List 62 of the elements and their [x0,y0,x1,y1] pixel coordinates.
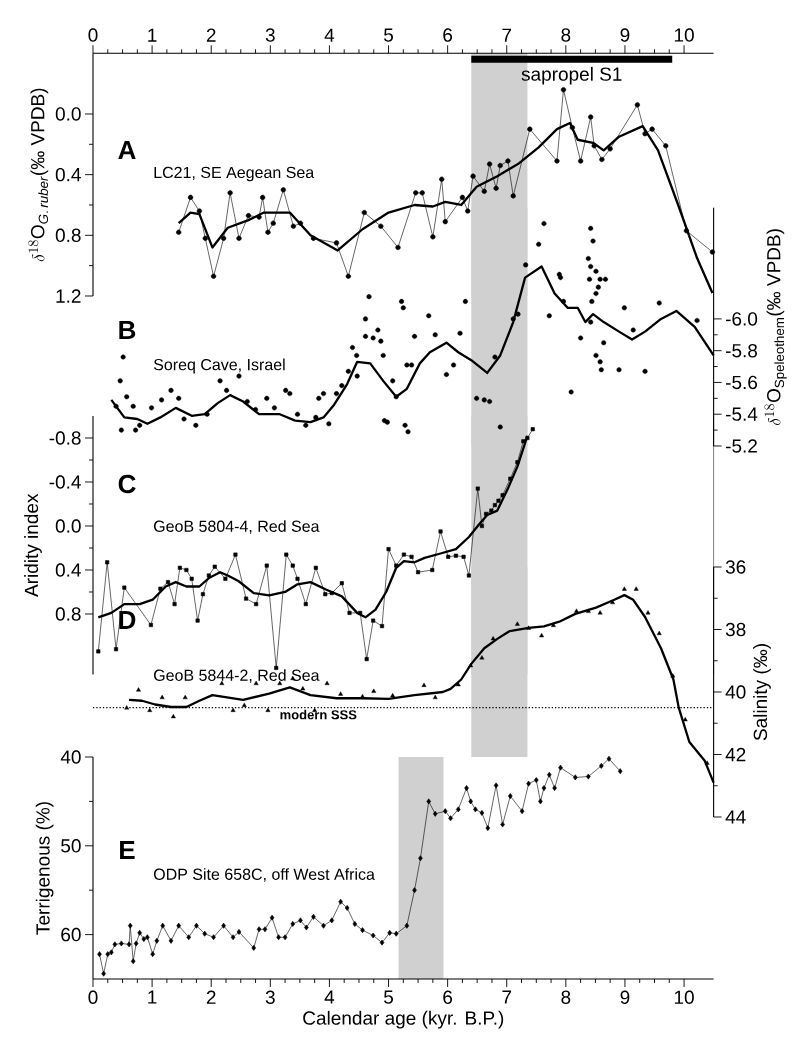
x-tick-label: 10 [674,28,694,42]
y-tick-label: 40 [60,750,81,764]
y-tick-label: 0.8 [55,228,81,243]
y2-tick-label: -5.6 [725,375,758,390]
x-tick-label: 3 [265,990,275,1004]
x-tick-label: 6 [443,28,453,42]
annotation: C [118,474,136,494]
y2-tick-label: 44 [725,810,746,824]
x-tick-label: 3 [265,28,275,42]
x-tick-label: 4 [324,990,335,1004]
y-axis-title: $\delta^{18}\mathrm{O}_{\mathit{G.\,ruber}}\mbox{(‰ VPDB)}$ [28,88,49,262]
y2-tick-label: -5.2 [725,439,757,453]
x-tick-label: 9 [620,28,630,42]
y2-tick-label: 42 [725,747,746,762]
legend-label: sapropel S1 [521,66,622,85]
x-tick-label: 9 [620,990,630,1004]
annotation: GeoB 5804-4, Red Sea [154,520,320,534]
x-tick-label: 0 [88,990,98,1004]
x-tick-label: 8 [561,28,571,42]
y-tick-label: 0.8 [55,607,81,621]
x-tick-label: 7 [502,28,512,42]
x-tick-label: 8 [561,990,571,1004]
x-tick-label: 1 [148,28,157,42]
x-tick-label: 6 [443,990,453,1004]
y-tick-label: 1.2 [56,289,81,303]
y-axis-title: Terrigenous (%) [35,802,54,935]
annotation: D [119,611,136,629]
y2-tick-label: -5.4 [725,407,758,421]
y-tick-label: 0.4 [55,167,81,182]
y-tick-label: 0.0 [55,519,81,533]
y-tick-label: 60 [61,927,81,942]
ref-line-label: modern SSS [280,709,357,720]
y-tick-label: 0.4 [55,563,81,577]
annotation: B [119,321,136,339]
y-tick-label: -0.4 [49,475,81,489]
x-tick-label: 1 [148,990,157,1004]
y2-tick-label: 40 [725,685,746,699]
x-tick-label: 5 [384,28,394,42]
annotation: GeoB 5844-2, Red Sea [154,669,320,683]
annotation: E [120,841,135,859]
x-tick-label: 4 [324,28,335,42]
y2-axis-title: $\delta^{18}\mathrm{O}_{\mathrm{Speleothem}}\mbox{(‰ VPDB)}$ [764,229,787,425]
x-tick-label: 2 [206,28,216,42]
y2-axis-title: Salinity (‰) [753,644,771,741]
y2-tick-label: -6.0 [725,312,758,326]
y-tick-label: 0.0 [55,107,81,121]
annotation: Soreq Cave, Israel [153,358,285,374]
y2-tick-label: 36 [725,560,746,574]
x-tick-label: 5 [384,990,394,1004]
x-tick-label: 2 [206,990,216,1004]
annotation: LC21, SE Aegean Sea [154,166,315,182]
x-tick-label: 0 [88,28,98,42]
annotation: ODP Site 658C, off West Africa [153,868,375,882]
x-tick-label: 7 [502,990,512,1004]
y2-tick-label: -5.8 [725,343,758,358]
y2-tick-label: 38 [725,622,746,637]
x-axis-title: Calendar age (kyr. B.P.) [303,1010,504,1029]
y-axis-title: Aridity index [24,493,42,597]
y-tick-label: 50 [61,839,81,853]
y-tick-label: -0.8 [49,431,81,445]
annotation: A [118,141,136,159]
x-tick-label: 10 [674,990,694,1004]
